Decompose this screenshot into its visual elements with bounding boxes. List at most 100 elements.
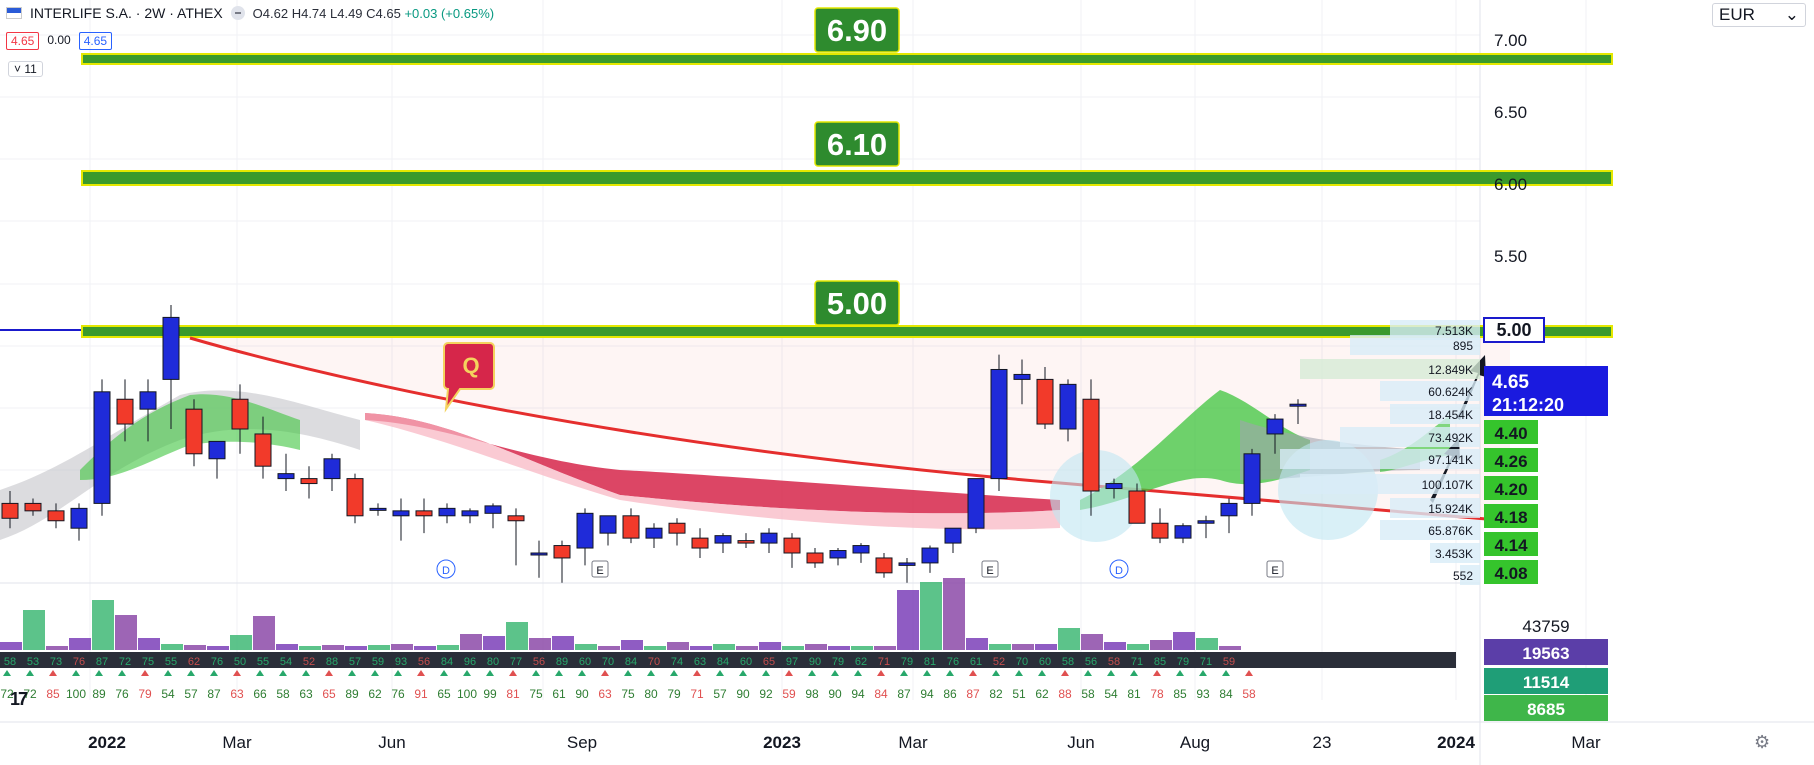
candle-body <box>1128 490 1146 524</box>
oscillator-arrow-icon <box>371 670 379 676</box>
indicators-toggle[interactable]: ˅ 11 <box>8 61 43 77</box>
volume-bar <box>46 646 68 650</box>
score-row-value: 71 <box>878 656 890 668</box>
score-row-value: 81 <box>924 656 936 668</box>
oscillator-value: 57 <box>184 687 198 701</box>
score-row-value: 65 <box>763 656 775 668</box>
symbol-title[interactable]: INTERLIFE S.A. · 2W · ATHEX <box>30 5 223 21</box>
score-row-value: 76 <box>947 656 959 668</box>
event-marker-label: D <box>1115 565 1123 577</box>
score-row-value: 97 <box>786 656 798 668</box>
candle-body <box>231 398 249 430</box>
score-row-value: 77 <box>510 656 522 668</box>
score-row-value: 71 <box>1200 656 1212 668</box>
candle-body <box>369 507 387 511</box>
marker-box <box>591 560 609 578</box>
currency-select[interactable]: EUR ⌄ <box>1712 3 1806 27</box>
ribbon-red <box>365 413 1060 514</box>
settings-icon[interactable]: ⚙ <box>1754 732 1771 752</box>
candle-body <box>645 527 663 539</box>
volume-bar <box>322 645 344 650</box>
price-tag-text: 4.20 <box>1494 480 1527 499</box>
oscillator-arrow-icon <box>233 670 241 676</box>
ask-price[interactable]: 4.65 <box>78 32 113 50</box>
oscillator-arrow-icon <box>785 670 793 676</box>
hide-icon[interactable] <box>230 6 245 20</box>
volume-bar <box>460 634 482 650</box>
candle-body <box>944 527 962 544</box>
volume-bar <box>276 644 298 650</box>
volume-bar <box>161 644 183 650</box>
candle-body <box>1082 398 1100 492</box>
volume-bar <box>1012 644 1034 650</box>
candle-body <box>1197 520 1215 524</box>
oscillator-value: 58 <box>1242 687 1256 701</box>
x-axis-tick: 23 <box>1313 733 1332 752</box>
volume-bar <box>805 644 827 650</box>
volume-bar <box>138 638 160 650</box>
oscillator-arrow-icon <box>26 670 34 676</box>
oscillator-value: 99 <box>483 687 497 701</box>
level-label-box <box>814 7 900 53</box>
score-row-value: 96 <box>464 656 476 668</box>
oscillator-arrow-icon <box>992 670 1000 676</box>
oscillator-arrow-icon <box>716 670 724 676</box>
ribbon-red-light <box>365 413 1060 530</box>
volume-bar <box>253 616 275 650</box>
oscillator-value: 82 <box>989 687 1003 701</box>
volume-bar <box>1196 638 1218 650</box>
candle-body <box>990 368 1008 480</box>
x-axis-tick: 2022 <box>88 733 126 752</box>
oscillator-arrow-icon <box>532 670 540 676</box>
candle-body <box>323 458 341 480</box>
oscillator-arrow-icon <box>49 670 57 676</box>
candle-body <box>93 391 111 504</box>
volume-bar <box>529 638 551 650</box>
score-row-value: 93 <box>395 656 407 668</box>
flag-icon <box>6 7 22 19</box>
score-row-value: 85 <box>1154 656 1166 668</box>
candle-body <box>737 540 755 544</box>
indicator-count: 11 <box>24 62 37 76</box>
volume-bar <box>897 590 919 650</box>
oscillator-value: 85 <box>46 687 60 701</box>
volume-profile-label: 18.454K <box>1428 408 1473 422</box>
candle-body <box>530 552 548 556</box>
oscillator-value: 72 <box>23 687 37 701</box>
volume-bar <box>989 644 1011 650</box>
oscillator-arrow-icon <box>1015 670 1023 676</box>
event-marker-label: E <box>1271 565 1278 577</box>
volume-bar <box>713 644 735 650</box>
candle-body <box>576 512 594 549</box>
spread-value: 0.00 <box>47 33 71 47</box>
tradingview-logo: 17 <box>10 689 28 709</box>
volume-bar <box>667 642 689 650</box>
bid-price[interactable]: 4.65 <box>6 32 40 50</box>
price-badge-outline <box>1483 317 1545 343</box>
oscillator-arrow-icon <box>624 670 632 676</box>
oscillator-arrow-icon <box>164 670 172 676</box>
volume-value-badge <box>1484 639 1608 665</box>
volume-profile-label: 60.624K <box>1428 385 1473 399</box>
oscillator-arrow-icon <box>394 670 402 676</box>
oscillator-value: 71 <box>690 687 704 701</box>
oscillator-arrow-icon <box>969 670 977 676</box>
level-label-text: 5.00 <box>827 286 887 321</box>
oscillator-arrow-icon <box>210 670 218 676</box>
volume-profile-bar <box>1380 520 1480 540</box>
volume-bar <box>1035 644 1057 650</box>
score-row-value: 84 <box>717 656 729 668</box>
oscillator-arrow-icon <box>647 670 655 676</box>
oscillator-arrow-icon <box>1222 670 1230 676</box>
score-row-value: 88 <box>326 656 338 668</box>
price-tag-green <box>1484 560 1538 584</box>
oscillator-value: 65 <box>437 687 451 701</box>
oscillator-value: 90 <box>575 687 589 701</box>
x-axis-tick: 2023 <box>763 733 801 752</box>
oscillator-value: 54 <box>1104 687 1118 701</box>
event-marker-label: E <box>596 565 603 577</box>
oscillator-arrow-icon <box>555 670 563 676</box>
volume-bar <box>115 615 137 650</box>
volume-bar <box>230 635 252 650</box>
